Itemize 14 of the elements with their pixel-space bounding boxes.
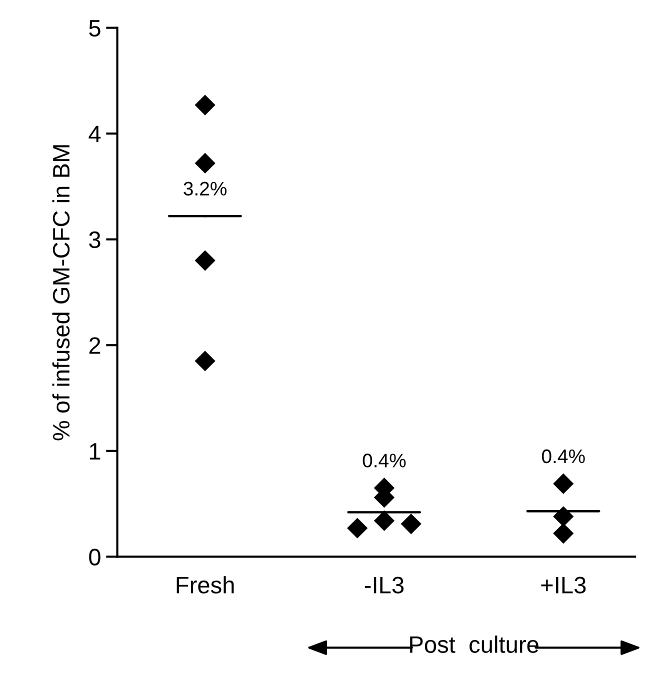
y-tick-label: 5 [89,20,100,37]
y-tick-label: 1 [90,443,100,460]
x-tick-label: Fresh [176,576,234,594]
annotation: 0.4% [362,454,406,468]
y-tick-label: 4 [88,126,101,142]
annotation: 0.4% [542,449,585,464]
y-axis-title: % of infused GM-CFC in BM [52,145,70,440]
y-tick-label: 3 [89,231,100,248]
y-tick-label: 2 [89,337,100,354]
text: Post culture [410,636,538,653]
y-tick-label: 0 [89,548,100,566]
x-tick-label: -IL3 [364,576,404,594]
x-tick-label: +IL3 [541,576,586,594]
annotation: 3.2% [184,182,227,196]
